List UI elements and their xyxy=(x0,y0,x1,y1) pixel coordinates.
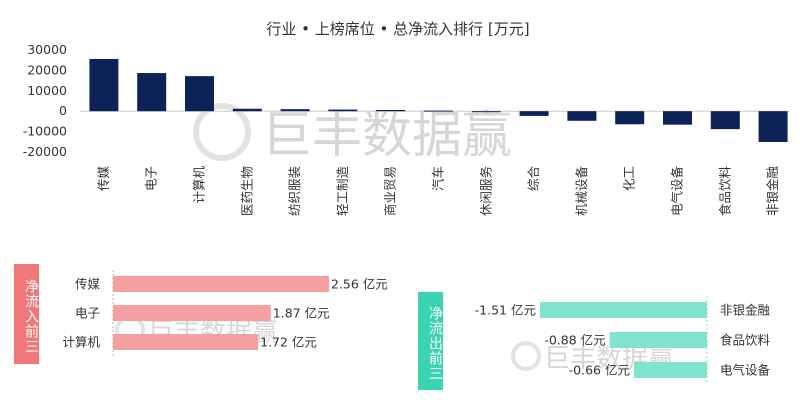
bar-1 xyxy=(540,302,707,318)
bar-14 xyxy=(710,111,740,130)
x-tick-label: 非银金融 xyxy=(765,166,780,217)
x-tick-label: 食品饮料 xyxy=(717,166,732,217)
value-label: 1.72 亿元 xyxy=(260,335,317,350)
bar-12 xyxy=(615,111,645,125)
y-tick-label: -10000 xyxy=(23,124,67,139)
watermark-logo-icon xyxy=(511,341,541,371)
y-tick-label: 10000 xyxy=(27,83,67,98)
outflow-top3-tag: 净流出前三 xyxy=(418,292,443,390)
y-tick-label: 0 xyxy=(59,103,67,118)
category-label: 非银金融 xyxy=(720,303,771,318)
bar-15 xyxy=(758,111,788,143)
y-tick-label: -20000 xyxy=(23,144,67,159)
x-tick-label: 休闲服务 xyxy=(478,166,493,216)
value-label: -0.88 亿元 xyxy=(544,333,605,348)
watermark-text: 巨丰数据赢 xyxy=(262,106,512,164)
x-tick-label: 机械设备 xyxy=(574,166,589,217)
x-tick-label: 商业贸易 xyxy=(383,166,398,216)
bar-1 xyxy=(113,276,329,292)
x-tick-label: 轻工制造 xyxy=(335,166,350,217)
y-tick-label: 30000 xyxy=(27,42,67,57)
category-label: 传媒 xyxy=(75,277,101,292)
bar-4 xyxy=(232,108,262,112)
x-tick-label: 电子 xyxy=(144,166,159,191)
bar-13 xyxy=(663,111,692,125)
bar-1 xyxy=(89,58,119,112)
inflow-top3-tag: 净流入前三 xyxy=(14,264,39,364)
value-label: 2.56 亿元 xyxy=(331,277,388,292)
watermark: 巨丰数据赢 xyxy=(193,103,512,164)
bar-2 xyxy=(137,73,167,112)
x-tick-label: 传媒 xyxy=(96,166,111,192)
bar-10 xyxy=(519,111,549,116)
bar-2 xyxy=(113,305,271,321)
y-tick-label: 20000 xyxy=(27,62,67,77)
value-label: -0.66 亿元 xyxy=(569,363,630,378)
bar-2 xyxy=(609,332,707,348)
bar-7 xyxy=(376,109,406,112)
bar-3 xyxy=(185,76,214,112)
category-label: 电子 xyxy=(75,306,100,321)
x-tick-label: 医药生物 xyxy=(239,166,254,216)
value-label: -1.51 亿元 xyxy=(475,303,536,318)
bar-5 xyxy=(280,109,310,112)
value-label: 1.87 亿元 xyxy=(273,306,330,321)
category-label: 食品饮料 xyxy=(720,333,771,348)
x-tick-label: 综合 xyxy=(526,166,541,192)
x-tick-label: 汽车 xyxy=(431,166,446,191)
bar-3 xyxy=(634,362,707,378)
watermark-logo-icon xyxy=(193,103,251,161)
category-label: 电气设备 xyxy=(720,363,771,378)
bar-6 xyxy=(328,109,358,112)
bar-9 xyxy=(471,111,501,113)
bar-3 xyxy=(113,334,259,350)
bar-8 xyxy=(424,110,453,112)
x-tick-label: 电气设备 xyxy=(670,166,685,217)
x-tick-label: 化工 xyxy=(622,166,637,191)
x-tick-label: 计算机 xyxy=(192,166,207,204)
x-tick-label: 纺织服装 xyxy=(287,166,302,216)
bar-11 xyxy=(567,111,597,121)
category-label: 计算机 xyxy=(62,335,100,350)
chart-title: 行业 • 上榜席位 • 总净流入排行 [万元] xyxy=(266,20,529,38)
